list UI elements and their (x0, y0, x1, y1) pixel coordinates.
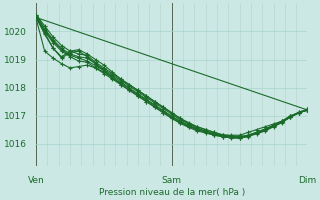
X-axis label: Pression niveau de la mer( hPa ): Pression niveau de la mer( hPa ) (99, 188, 245, 197)
